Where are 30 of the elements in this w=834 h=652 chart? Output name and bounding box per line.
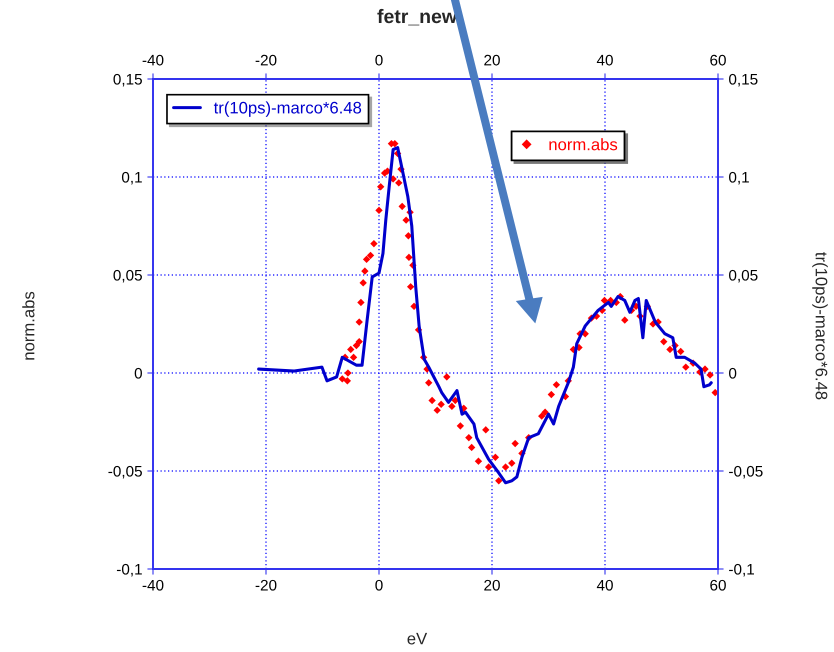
x2-tick-label: 20 — [484, 54, 500, 66]
x-tick-label: 20 — [484, 580, 500, 591]
y2-tick-label: 0 — [729, 368, 736, 379]
y-tick-label: -0,1 — [116, 564, 142, 576]
x2-tick-label: 60 — [710, 54, 726, 66]
x-tick-label: 40 — [596, 580, 613, 591]
x-tick-label: -40 — [142, 580, 164, 591]
y2-tick-label: 0,1 — [729, 172, 749, 184]
x2-tick-label: 0 — [375, 54, 383, 66]
y2-tick-label: 0,15 — [729, 74, 758, 86]
legend-label: tr(10ps)-marco*6.48 — [214, 101, 362, 117]
y-axis-title: norm.abs — [22, 292, 34, 360]
legend-label: norm.abs — [549, 138, 618, 150]
y-tick-label: 0 — [134, 368, 142, 379]
y2-axis-title: tr(10ps)-marco*6.48 — [812, 252, 828, 400]
x2-tick-label: -40 — [142, 54, 164, 66]
x-tick-label: -20 — [256, 580, 276, 591]
y-tick-label: 0,15 — [113, 74, 142, 86]
x-axis-title: eV — [408, 632, 428, 644]
y-tick-label: 0,05 — [113, 270, 142, 282]
x-tick-label: 0 — [375, 580, 383, 591]
y-tick-label: -0,05 — [108, 466, 142, 478]
y-tick-label: 0,1 — [122, 172, 142, 184]
x2-tick-label: 40 — [596, 54, 613, 66]
x-tick-label: 60 — [710, 580, 726, 591]
y2-tick-label: -0,1 — [729, 564, 754, 576]
chart-title: fetr_new — [377, 8, 458, 26]
y2-tick-label: -0,05 — [729, 466, 763, 478]
x2-tick-label: -20 — [256, 54, 276, 66]
y2-tick-label: 0,05 — [729, 270, 758, 282]
